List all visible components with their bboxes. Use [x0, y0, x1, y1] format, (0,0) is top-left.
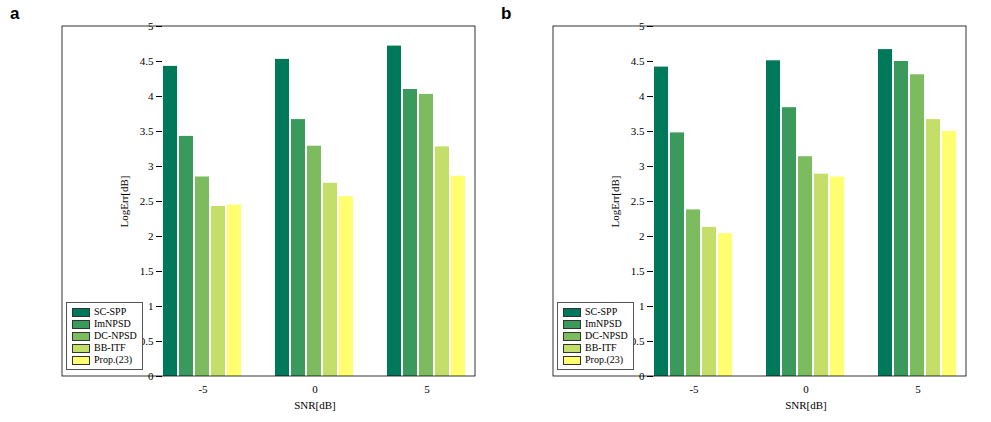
svg-text:SNR[dB]: SNR[dB] — [294, 399, 336, 411]
svg-text:2.5: 2.5 — [140, 195, 154, 207]
svg-text:5: 5 — [639, 20, 645, 32]
html-text:BB-ITF: BB-ITF — [94, 342, 126, 353]
html-text:SC-SPP: SC-SPP — [585, 306, 618, 317]
html-text:DC-NPSD: DC-NPSD — [94, 330, 137, 341]
svg-text:4.5: 4.5 — [140, 55, 154, 67]
html-text:ImNPSD: ImNPSD — [585, 318, 622, 329]
svg-text:4.5: 4.5 — [631, 55, 645, 67]
html-text:SC-SPP: SC-SPP — [94, 306, 127, 317]
svg-text:5: 5 — [148, 20, 154, 32]
svg-text:3.5: 3.5 — [140, 125, 154, 137]
html-text:Prop.(23): Prop.(23) — [585, 354, 624, 365]
svg-text:SNR[dB]: SNR[dB] — [785, 399, 827, 411]
svg-text:0: 0 — [148, 370, 154, 382]
svg-text:0: 0 — [803, 383, 809, 395]
svg-text:2: 2 — [639, 230, 645, 242]
svg-text:3: 3 — [639, 160, 645, 172]
svg-text:5: 5 — [915, 383, 921, 395]
html-text:BB-ITF: BB-ITF — [585, 342, 617, 353]
svg-text:3.5: 3.5 — [631, 125, 645, 137]
svg-text:-5: -5 — [689, 383, 699, 395]
svg-text:4: 4 — [639, 90, 645, 102]
svg-text:1.5: 1.5 — [631, 265, 645, 277]
svg-text:0.5: 0.5 — [630, 335, 645, 347]
svg-text:0: 0 — [312, 383, 318, 395]
svg-text:1: 1 — [639, 300, 645, 312]
svg-text:4: 4 — [148, 90, 154, 102]
svg-text:1.5: 1.5 — [140, 265, 154, 277]
html-text:b: b — [501, 4, 512, 23]
svg-text:LogErr[dB]: LogErr[dB] — [118, 176, 130, 228]
svg-text:LogErr[dB]: LogErr[dB] — [609, 176, 621, 228]
html-text:ImNPSD: ImNPSD — [94, 318, 131, 329]
svg-text:0: 0 — [639, 370, 645, 382]
svg-text:2.5: 2.5 — [631, 195, 645, 207]
html-text:Prop.(23): Prop.(23) — [94, 354, 133, 365]
html-text:DC-NPSD: DC-NPSD — [585, 330, 628, 341]
svg-text:-5: -5 — [198, 383, 208, 395]
html-text:a: a — [10, 4, 20, 23]
svg-text:1: 1 — [148, 300, 154, 312]
svg-text:3: 3 — [148, 160, 154, 172]
svg-text:0.5: 0.5 — [139, 335, 154, 347]
svg-text:5: 5 — [424, 383, 430, 395]
svg-text:2: 2 — [148, 230, 154, 242]
